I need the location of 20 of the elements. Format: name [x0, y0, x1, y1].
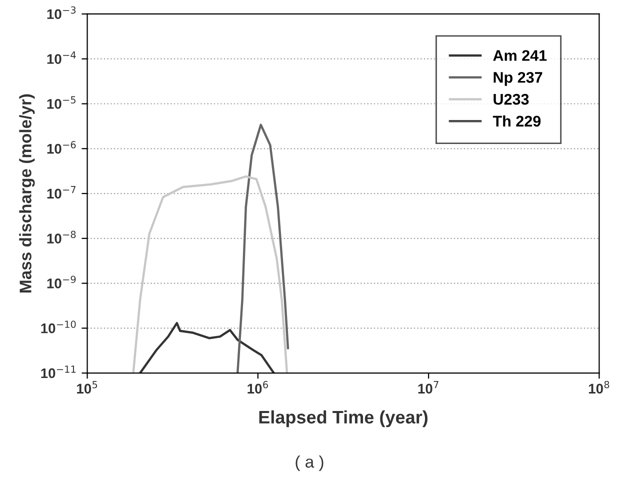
x-tick-label: 10$^{7}$ — [418, 381, 438, 394]
y-tick-label: 10$^{−11}$ — [41, 366, 76, 378]
text: ( a ) — [296, 455, 324, 471]
y-tick-label: 10$^{−5}$ — [47, 96, 76, 109]
y-tick-label: 10$^{−3}$ — [47, 6, 76, 20]
legend-label: Am 241 — [493, 50, 547, 61]
y-tick-label: 10$^{−9}$ — [47, 276, 76, 288]
legend-label: U233 — [494, 94, 529, 105]
y-tick-label: 10$^{−6}$ — [47, 141, 76, 154]
x-axis-title: Elapsed Time (year) — [259, 410, 428, 428]
y-tick-label: 10$^{−8}$ — [47, 230, 76, 244]
x-tick-label: 10$^{5}$ — [77, 381, 98, 394]
x-tick-label: 10$^{8}$ — [588, 380, 610, 394]
x-tick-label: 10$^{6}$ — [248, 380, 268, 394]
y-tick-label: 10$^{−4}$ — [47, 51, 76, 64]
y-tick-label: 10$^{−7}$ — [47, 186, 76, 199]
y-tick-label: 10$^{−10}$ — [41, 320, 76, 334]
legend-label: Th 229 — [492, 115, 541, 127]
legend-label: Np 237 — [494, 72, 542, 86]
y-axis-title: Mass discharge (mole/yr) — [19, 94, 35, 292]
